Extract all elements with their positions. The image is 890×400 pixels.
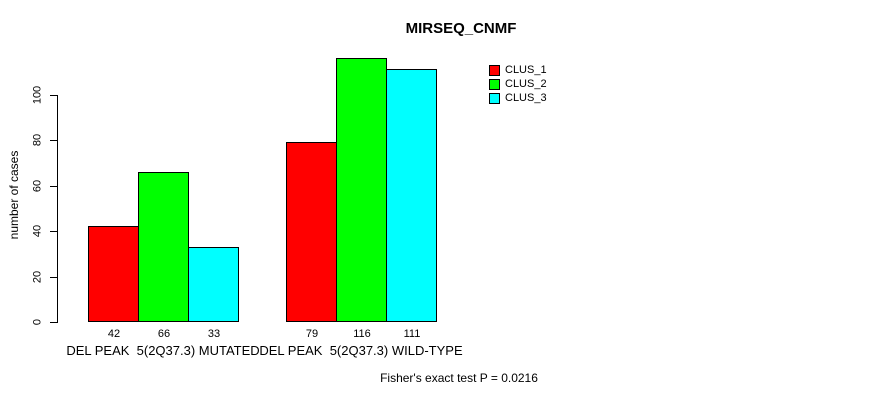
y-tick (50, 277, 57, 278)
y-tick-label: 80 (31, 133, 44, 147)
bar-value-label: 111 (403, 328, 421, 340)
bar-value-label: 116 (353, 328, 371, 340)
bar-clus_3 (188, 247, 239, 322)
bar-clus_2 (138, 172, 189, 322)
y-tick (50, 322, 57, 323)
bar-clus_1 (88, 226, 139, 322)
bar-clus_2 (336, 58, 387, 322)
legend-label: CLUS_3 (505, 91, 547, 104)
y-tick (50, 231, 57, 232)
legend-item: CLUS_1 (489, 63, 547, 77)
y-tick-label: 100 (31, 85, 44, 105)
bar-value-label: 42 (107, 328, 121, 340)
chart-title: MIRSEQ_CNMF (405, 20, 517, 37)
bar-value-label: 66 (157, 328, 171, 340)
y-axis-line (57, 95, 58, 323)
bar-clus_1 (286, 142, 337, 322)
y-tick (50, 186, 57, 187)
legend-swatch-clus_3 (489, 92, 500, 104)
legend: CLUS_1 CLUS_2 CLUS_3 (489, 63, 547, 105)
y-tick-label: 0 (31, 318, 44, 326)
bar-clus_3 (386, 69, 437, 322)
category-label: DEL PEAK 5(2Q37.3) WILD-TYPE (259, 343, 463, 358)
legend-swatch-clus_2 (489, 78, 500, 90)
legend-label: CLUS_1 (505, 63, 547, 76)
legend-item: CLUS_3 (489, 91, 547, 105)
legend-item: CLUS_2 (489, 77, 547, 91)
bar-value-label: 33 (207, 328, 221, 340)
y-tick-label: 40 (31, 224, 44, 238)
bar-value-label: 79 (305, 328, 319, 340)
category-label: DEL PEAK 5(2Q37.3) MUTATED (66, 343, 260, 358)
legend-label: CLUS_2 (505, 77, 547, 90)
y-tick (50, 95, 57, 96)
y-tick-label: 60 (31, 179, 44, 193)
y-tick-label: 20 (31, 270, 44, 284)
y-tick (50, 140, 57, 141)
annotation-text: Fisher's exact test P = 0.0216 (380, 371, 538, 385)
legend-swatch-clus_1 (489, 64, 500, 76)
